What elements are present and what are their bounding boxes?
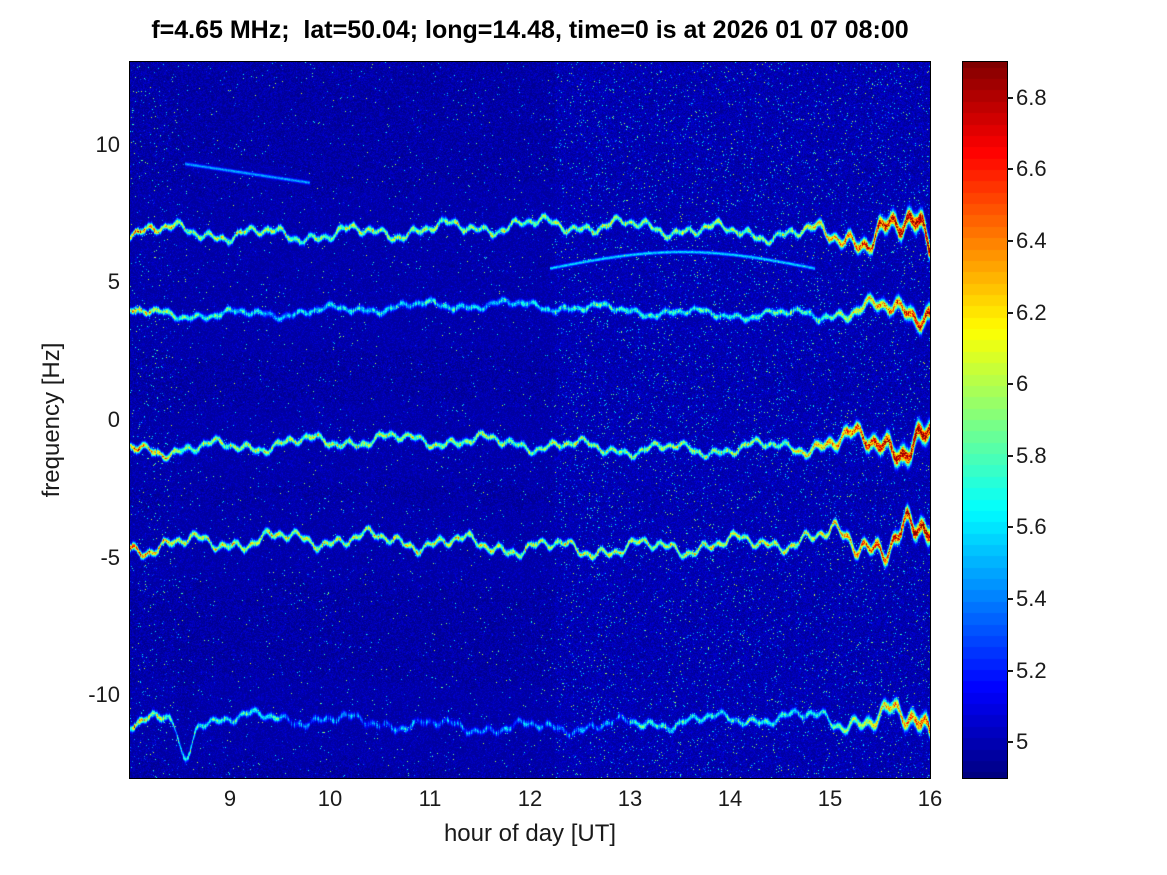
- colorbar-tick-mark: [1007, 311, 1013, 314]
- spectrogram-image: [130, 62, 930, 778]
- y-tick-label: 0: [107, 407, 120, 432]
- y-tick-label: -5: [100, 544, 120, 570]
- x-tick-label: 9: [223, 786, 237, 811]
- colorbar-tick-mark: [1007, 240, 1013, 242]
- colorbar-tick-mark: [1007, 454, 1013, 457]
- colorbar-tick-mark: [1007, 96, 1013, 99]
- colorbar-tick-label: 5.2: [1016, 657, 1047, 683]
- colorbar-tick-mark: [1007, 669, 1013, 672]
- colorbar-tick-label: 6.6: [1016, 156, 1047, 182]
- colorbar-tick-label: 5.8: [1016, 442, 1047, 468]
- colorbar: [962, 61, 1008, 779]
- x-tick-label: 16: [917, 786, 943, 811]
- y-tick-label: 10: [95, 131, 120, 157]
- colorbar-tick-mark: [1007, 741, 1013, 744]
- plot-title: f=4.65 MHz; lat=50.04; long=14.48, time=…: [151, 16, 909, 44]
- colorbar-tick-label: 6: [1016, 371, 1029, 397]
- x-tick-label: 11: [418, 786, 442, 811]
- x-tick-label: 14: [717, 786, 743, 811]
- colorbar-tick-label: 6.4: [1016, 228, 1047, 253]
- colorbar-tick-label: 6.8: [1016, 84, 1047, 110]
- x-axis-label: hour of day [UT]: [443, 820, 617, 847]
- x-tick-label: 15: [817, 786, 843, 811]
- x-tick-label: 10: [317, 786, 343, 811]
- colorbar-tick-label: 5.6: [1016, 514, 1047, 540]
- colorbar-tick-mark: [1007, 168, 1013, 171]
- y-tick-label: -10: [88, 682, 120, 708]
- y-tick-label: 5: [107, 269, 120, 295]
- x-tick-label: 12: [517, 786, 543, 811]
- colorbar-tick-label: 6.2: [1016, 299, 1047, 325]
- colorbar-tick-mark: [1007, 598, 1013, 600]
- x-tick-label: 13: [617, 786, 643, 811]
- colorbar-tick-label: 5: [1016, 729, 1029, 755]
- colorbar-tick-mark: [1007, 383, 1013, 386]
- colorbar-tick-mark: [1007, 526, 1013, 529]
- colorbar-tick-label: 5.4: [1016, 586, 1047, 611]
